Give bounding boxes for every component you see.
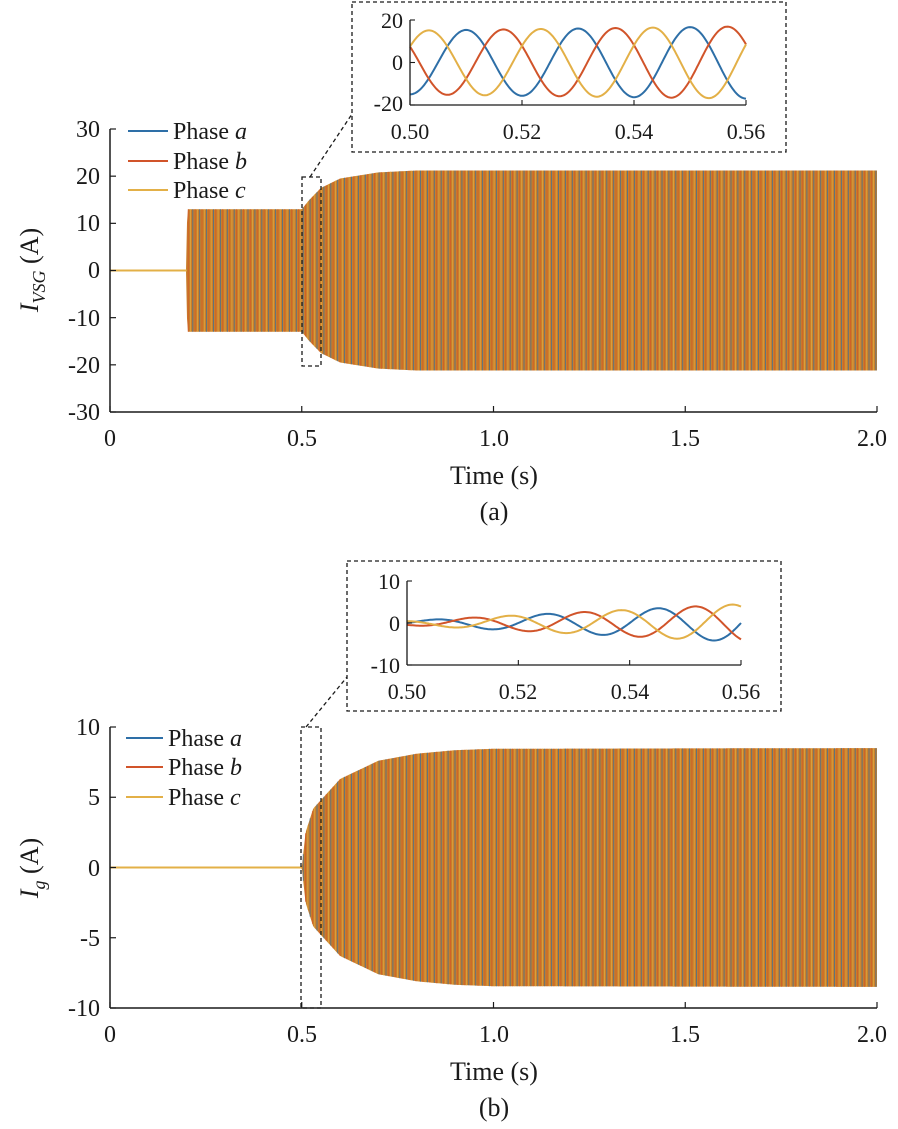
legend-label-phase-b: Phase b xyxy=(168,755,242,781)
panel-a-ytick-label: -30 xyxy=(68,400,100,426)
panel-b-inset-xtick-label: 0.56 xyxy=(722,679,761,704)
panel-b-ytick-label: -10 xyxy=(68,996,100,1022)
panel-a-inset-ytick-label: 0 xyxy=(392,50,403,75)
panel-b-y-axis-label: Ig (A) xyxy=(15,838,49,899)
panel-b-xtick-label: 0.5 xyxy=(287,1022,317,1048)
panel-b-ytick-label: 10 xyxy=(76,715,100,741)
panel-a-inset-frame xyxy=(351,1,787,153)
inset-series-phase-b xyxy=(406,605,742,641)
panel-b-inset-plot-area xyxy=(406,603,742,642)
panel-b-inset-xtick-label: 0.54 xyxy=(611,679,650,704)
panel-a-xtick-label: 0 xyxy=(104,426,116,452)
panel-b-inset-xtick-label: 0.52 xyxy=(499,679,538,704)
panel-a-inset-xtick-label: 0.50 xyxy=(391,119,430,144)
panel-b-ytick-label: 5 xyxy=(88,785,100,811)
panel-b-plot-area xyxy=(110,748,877,987)
panel-b-ytick-label: 0 xyxy=(88,856,100,882)
panel-b-xtick-label: 1.0 xyxy=(479,1022,509,1048)
panel-a-inset-ytick-label: 20 xyxy=(381,8,403,33)
panel-a-xtick-label: 0.5 xyxy=(287,426,317,452)
panel-a-zoom-region xyxy=(301,176,322,367)
panel-a-ytick-label: 0 xyxy=(88,258,100,284)
panel-b-inset: 10 0 -10 0.50 0.52 0.54 0.56 xyxy=(346,560,782,712)
panel-b-xtick-label: 2.0 xyxy=(857,1022,887,1048)
panel-a-caption: (a) xyxy=(480,497,509,526)
panel-a-xtick-label: 1.5 xyxy=(670,426,700,452)
panel-b-inset-frame xyxy=(346,560,782,712)
panel-a-inset-xtick-label: 0.54 xyxy=(615,119,654,144)
panel-a-waveform-stripes xyxy=(187,170,877,371)
panel-a-ytick-label: 20 xyxy=(76,164,100,190)
legend-label-phase-c: Phase c xyxy=(168,785,241,811)
panel-b-inset-ytick-label: 0 xyxy=(389,611,400,636)
panel-b-xtick-label: 0 xyxy=(104,1022,116,1048)
panel-b-waveform-stripes xyxy=(302,748,877,987)
panel-a-ytick-label: -10 xyxy=(68,306,100,332)
inset-series-phase-a xyxy=(406,607,742,642)
panel-a: 30 20 10 0 -10 -20 -30 0 0.5 1.0 1.5 2.0… xyxy=(15,1,887,526)
inset-series-phase-a xyxy=(409,26,747,100)
panel-a-inset: 20 0 -20 0.50 0.52 0.54 0.56 xyxy=(351,1,787,153)
panel-a-zoom-connector xyxy=(309,113,353,178)
panel-b-ytick-label: -5 xyxy=(80,926,100,952)
panel-a-inset-plot-area xyxy=(409,25,747,100)
panel-a-ytick-label: 30 xyxy=(76,117,100,143)
legend-label-phase-c: Phase c xyxy=(173,178,246,204)
panel-a-xtick-label: 1.0 xyxy=(479,426,509,452)
panel-b-inset-ytick-label: -10 xyxy=(371,653,400,678)
panel-a-inset-xtick-label: 0.52 xyxy=(503,119,542,144)
panel-a-y-axis-label: IVSG (A) xyxy=(15,228,49,313)
panel-a-x-axis-label: Time (s) xyxy=(450,461,538,490)
panel-b-ticks xyxy=(109,726,878,1009)
panel-b: 10 5 0 -5 -10 0 0.5 1.0 1.5 2.0 Time (s)… xyxy=(15,560,887,1122)
panel-b-legend: Phase a Phase b Phase c xyxy=(126,726,242,811)
legend-label-phase-b: Phase b xyxy=(173,149,247,175)
panel-a-inset-ytick-label: -20 xyxy=(374,91,403,116)
legend-label-phase-a: Phase a xyxy=(173,119,247,145)
panel-b-x-axis-label: Time (s) xyxy=(450,1057,538,1086)
panel-b-zoom-region xyxy=(300,726,322,1009)
inset-series-phase-c xyxy=(409,26,747,100)
panel-a-legend: Phase a Phase b Phase c xyxy=(128,119,247,204)
panel-b-xtick-label: 1.5 xyxy=(670,1022,700,1048)
panel-a-ticks xyxy=(109,128,878,413)
panel-a-xtick-label: 2.0 xyxy=(857,426,887,452)
panel-b-caption: (b) xyxy=(479,1093,509,1122)
panel-b-inset-xtick-label: 0.50 xyxy=(388,679,427,704)
panel-a-inset-xtick-label: 0.56 xyxy=(727,119,766,144)
legend-label-phase-a: Phase a xyxy=(168,726,242,752)
panel-b-inset-ytick-label: 10 xyxy=(378,569,400,594)
panel-a-ytick-label: -20 xyxy=(68,353,100,379)
panel-b-zoom-connector xyxy=(305,676,348,728)
panel-a-inset-ticks xyxy=(409,19,747,106)
panel-a-ytick-label: 10 xyxy=(76,211,100,237)
inset-series-phase-c xyxy=(407,603,742,640)
panel-b-inset-ticks xyxy=(406,580,742,666)
